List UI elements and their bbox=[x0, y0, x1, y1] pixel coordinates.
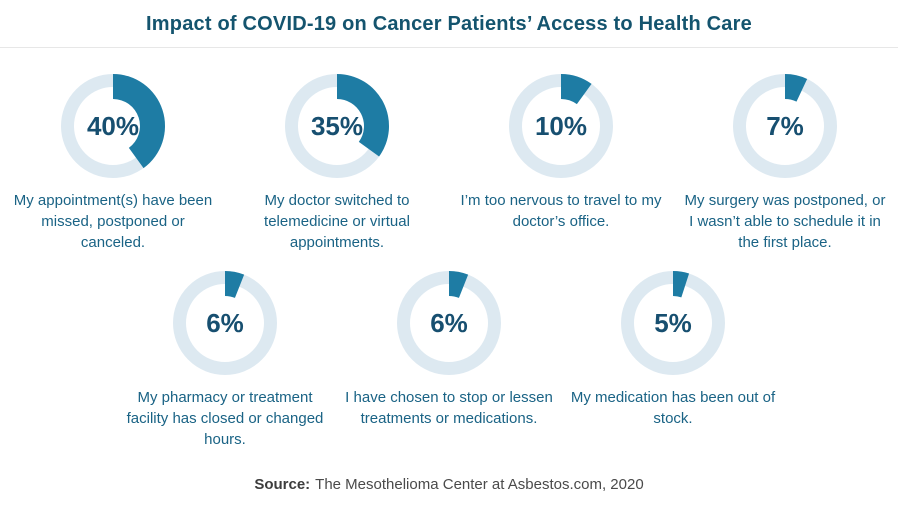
donut-ring-graphic bbox=[733, 74, 837, 178]
stat-stopped-treatments: 6% I have chosen to stop or lessen treat… bbox=[337, 269, 561, 450]
donut-percent-label: 7% bbox=[766, 110, 804, 141]
donut-chart: 6% bbox=[171, 269, 279, 377]
donut-caption: My appointment(s) have been missed, post… bbox=[13, 192, 213, 251]
donut-percent-label: 35% bbox=[310, 110, 364, 141]
donut-chart: 6% bbox=[395, 269, 503, 377]
stat-medication-out-of-stock: 5% My medication has been out of stock. bbox=[561, 269, 785, 450]
donut-chart: 10% bbox=[507, 72, 615, 180]
source-label: Source: bbox=[254, 476, 311, 493]
stat-telemedicine: 35% My doctor switched to telemedicine o… bbox=[225, 72, 449, 253]
donut-caption: My surgery was postponed, or I wasn’t ab… bbox=[684, 192, 886, 251]
donut-chart: 5% bbox=[619, 269, 727, 377]
source-line: Source: The Mesothelioma Center at Asbest… bbox=[0, 476, 898, 493]
donut-ring-graphic bbox=[285, 74, 389, 178]
donut-ring-graphic bbox=[509, 74, 613, 178]
stat-pharmacy-closed: 6% My pharmacy or treatment facility has… bbox=[113, 269, 337, 450]
donut-percent-label: 10% bbox=[534, 110, 588, 141]
donut-ring-graphic bbox=[173, 271, 277, 375]
donut-caption: I have chosen to stop or lessen treatmen… bbox=[345, 389, 553, 427]
donut-caption: My medication has been out of stock. bbox=[570, 389, 776, 427]
donut-caption: I’m too nervous to travel to my doctor’s… bbox=[460, 192, 662, 230]
stat-nervous-travel: 10% I’m too nervous to travel to my doct… bbox=[449, 72, 673, 253]
stat-surgery-postponed: 7% My surgery was postponed, or I wasn’t… bbox=[673, 72, 897, 253]
donut-chart: 40% bbox=[59, 72, 167, 180]
header: Impact of COVID-19 on Cancer Patients’ A… bbox=[0, 0, 898, 48]
donut-ring-graphic bbox=[621, 271, 725, 375]
donut-caption: My pharmacy or treatment facility has cl… bbox=[126, 389, 324, 448]
donut-percent-label: 6% bbox=[430, 307, 468, 338]
donut-percent-label: 40% bbox=[86, 110, 140, 141]
source-text: The Mesothelioma Center at Asbestos.com,… bbox=[315, 476, 644, 493]
donut-caption: My doctor switched to telemedicine or vi… bbox=[264, 192, 410, 251]
donut-chart: 35% bbox=[283, 72, 391, 180]
donut-row-top: 40% My appointment(s) have been missed, … bbox=[0, 72, 898, 253]
donut-chart: 7% bbox=[731, 72, 839, 180]
donut-ring-graphic bbox=[61, 74, 165, 178]
stat-appointments: 40% My appointment(s) have been missed, … bbox=[1, 72, 225, 253]
donut-ring-graphic bbox=[397, 271, 501, 375]
donut-row-bottom: 6% My pharmacy or treatment facility has… bbox=[0, 269, 898, 450]
donut-percent-label: 5% bbox=[654, 307, 692, 338]
donut-percent-label: 6% bbox=[206, 307, 244, 338]
page-title: Impact of COVID-19 on Cancer Patients’ A… bbox=[146, 13, 752, 35]
